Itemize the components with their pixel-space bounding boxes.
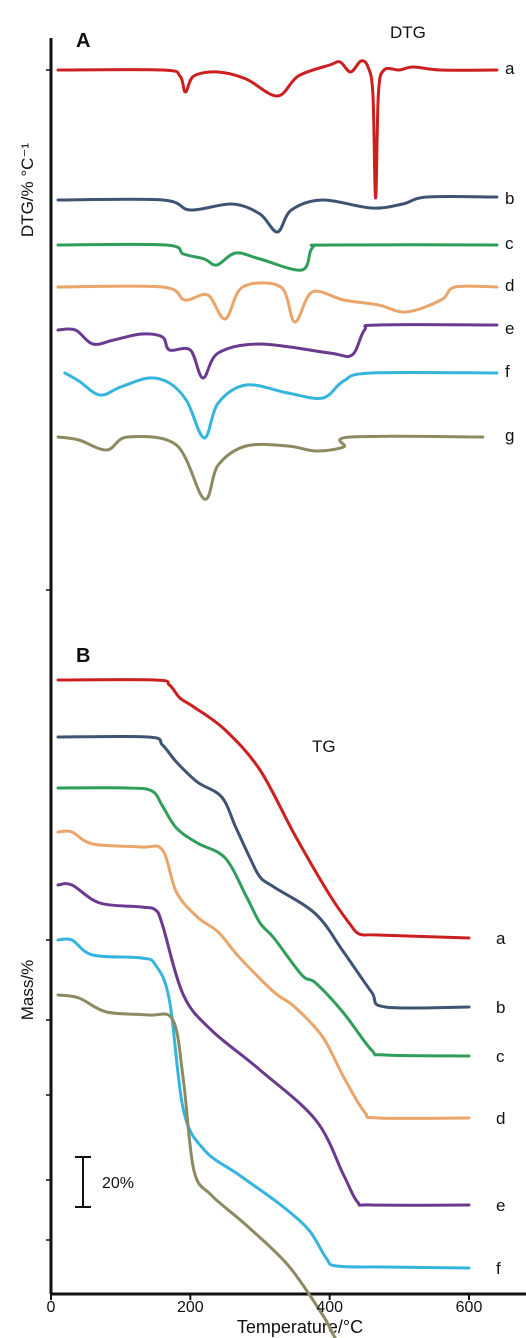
tg-series-e (56, 882, 471, 1207)
scale-bar-label: 20% (102, 1175, 134, 1192)
series-layer (56, 59, 499, 1338)
tg-series-label-a: a (496, 929, 506, 948)
x-axis-label: Temperature/°C (237, 1317, 363, 1337)
panel-b-title: TG (312, 737, 336, 756)
x-tick-layer: 0 200 400 600 (47, 1294, 483, 1316)
tg-series-d (56, 829, 471, 1120)
tg-series-c (56, 786, 471, 1058)
dtg-series-label-f: f (505, 362, 510, 381)
dtg-series-label-b: b (505, 189, 514, 208)
panel-a-title: DTG (390, 23, 426, 42)
tg-series-label-c: c (496, 1047, 505, 1066)
dtg-series-g (56, 434, 485, 501)
dtg-series-f (63, 370, 499, 440)
tg-series-label-b: b (496, 998, 505, 1017)
tg-series-g (56, 993, 338, 1338)
dtg-series-label-c: c (505, 234, 514, 253)
dtg-series-label-g: g (505, 426, 514, 445)
panel-b-label: B (76, 645, 90, 667)
x-tick-label: 400 (316, 1299, 343, 1316)
y-axis-label-dtg: DTG/% °C⁻¹ (18, 143, 37, 237)
tg-series-label-e: e (496, 1196, 505, 1215)
panel-a-label: A (76, 30, 90, 52)
x-tick-label: 0 (47, 1299, 56, 1316)
x-tick-label: 600 (456, 1299, 483, 1316)
y-axis-label-mass: Mass/% (18, 960, 37, 1020)
dtg-series-label-e: e (505, 319, 514, 338)
tg-series-f (56, 937, 471, 1270)
dtg-series-e (56, 323, 499, 380)
dtg-series-a (56, 59, 499, 200)
dtg-series-b (56, 194, 499, 234)
dtg-series-c (56, 242, 499, 272)
dtg-series-d (56, 281, 499, 324)
tg-series-b (56, 734, 471, 1010)
tg-series-label-d: d (496, 1109, 505, 1128)
tg-series-a (56, 678, 471, 940)
series-labels-layer: abcdefgabcdefg (496, 59, 515, 1278)
tg-series-label-f: f (496, 1259, 501, 1278)
dtg-series-label-a: a (505, 59, 515, 78)
x-tick-label: 200 (177, 1299, 204, 1316)
dtg-series-label-d: d (505, 276, 514, 295)
